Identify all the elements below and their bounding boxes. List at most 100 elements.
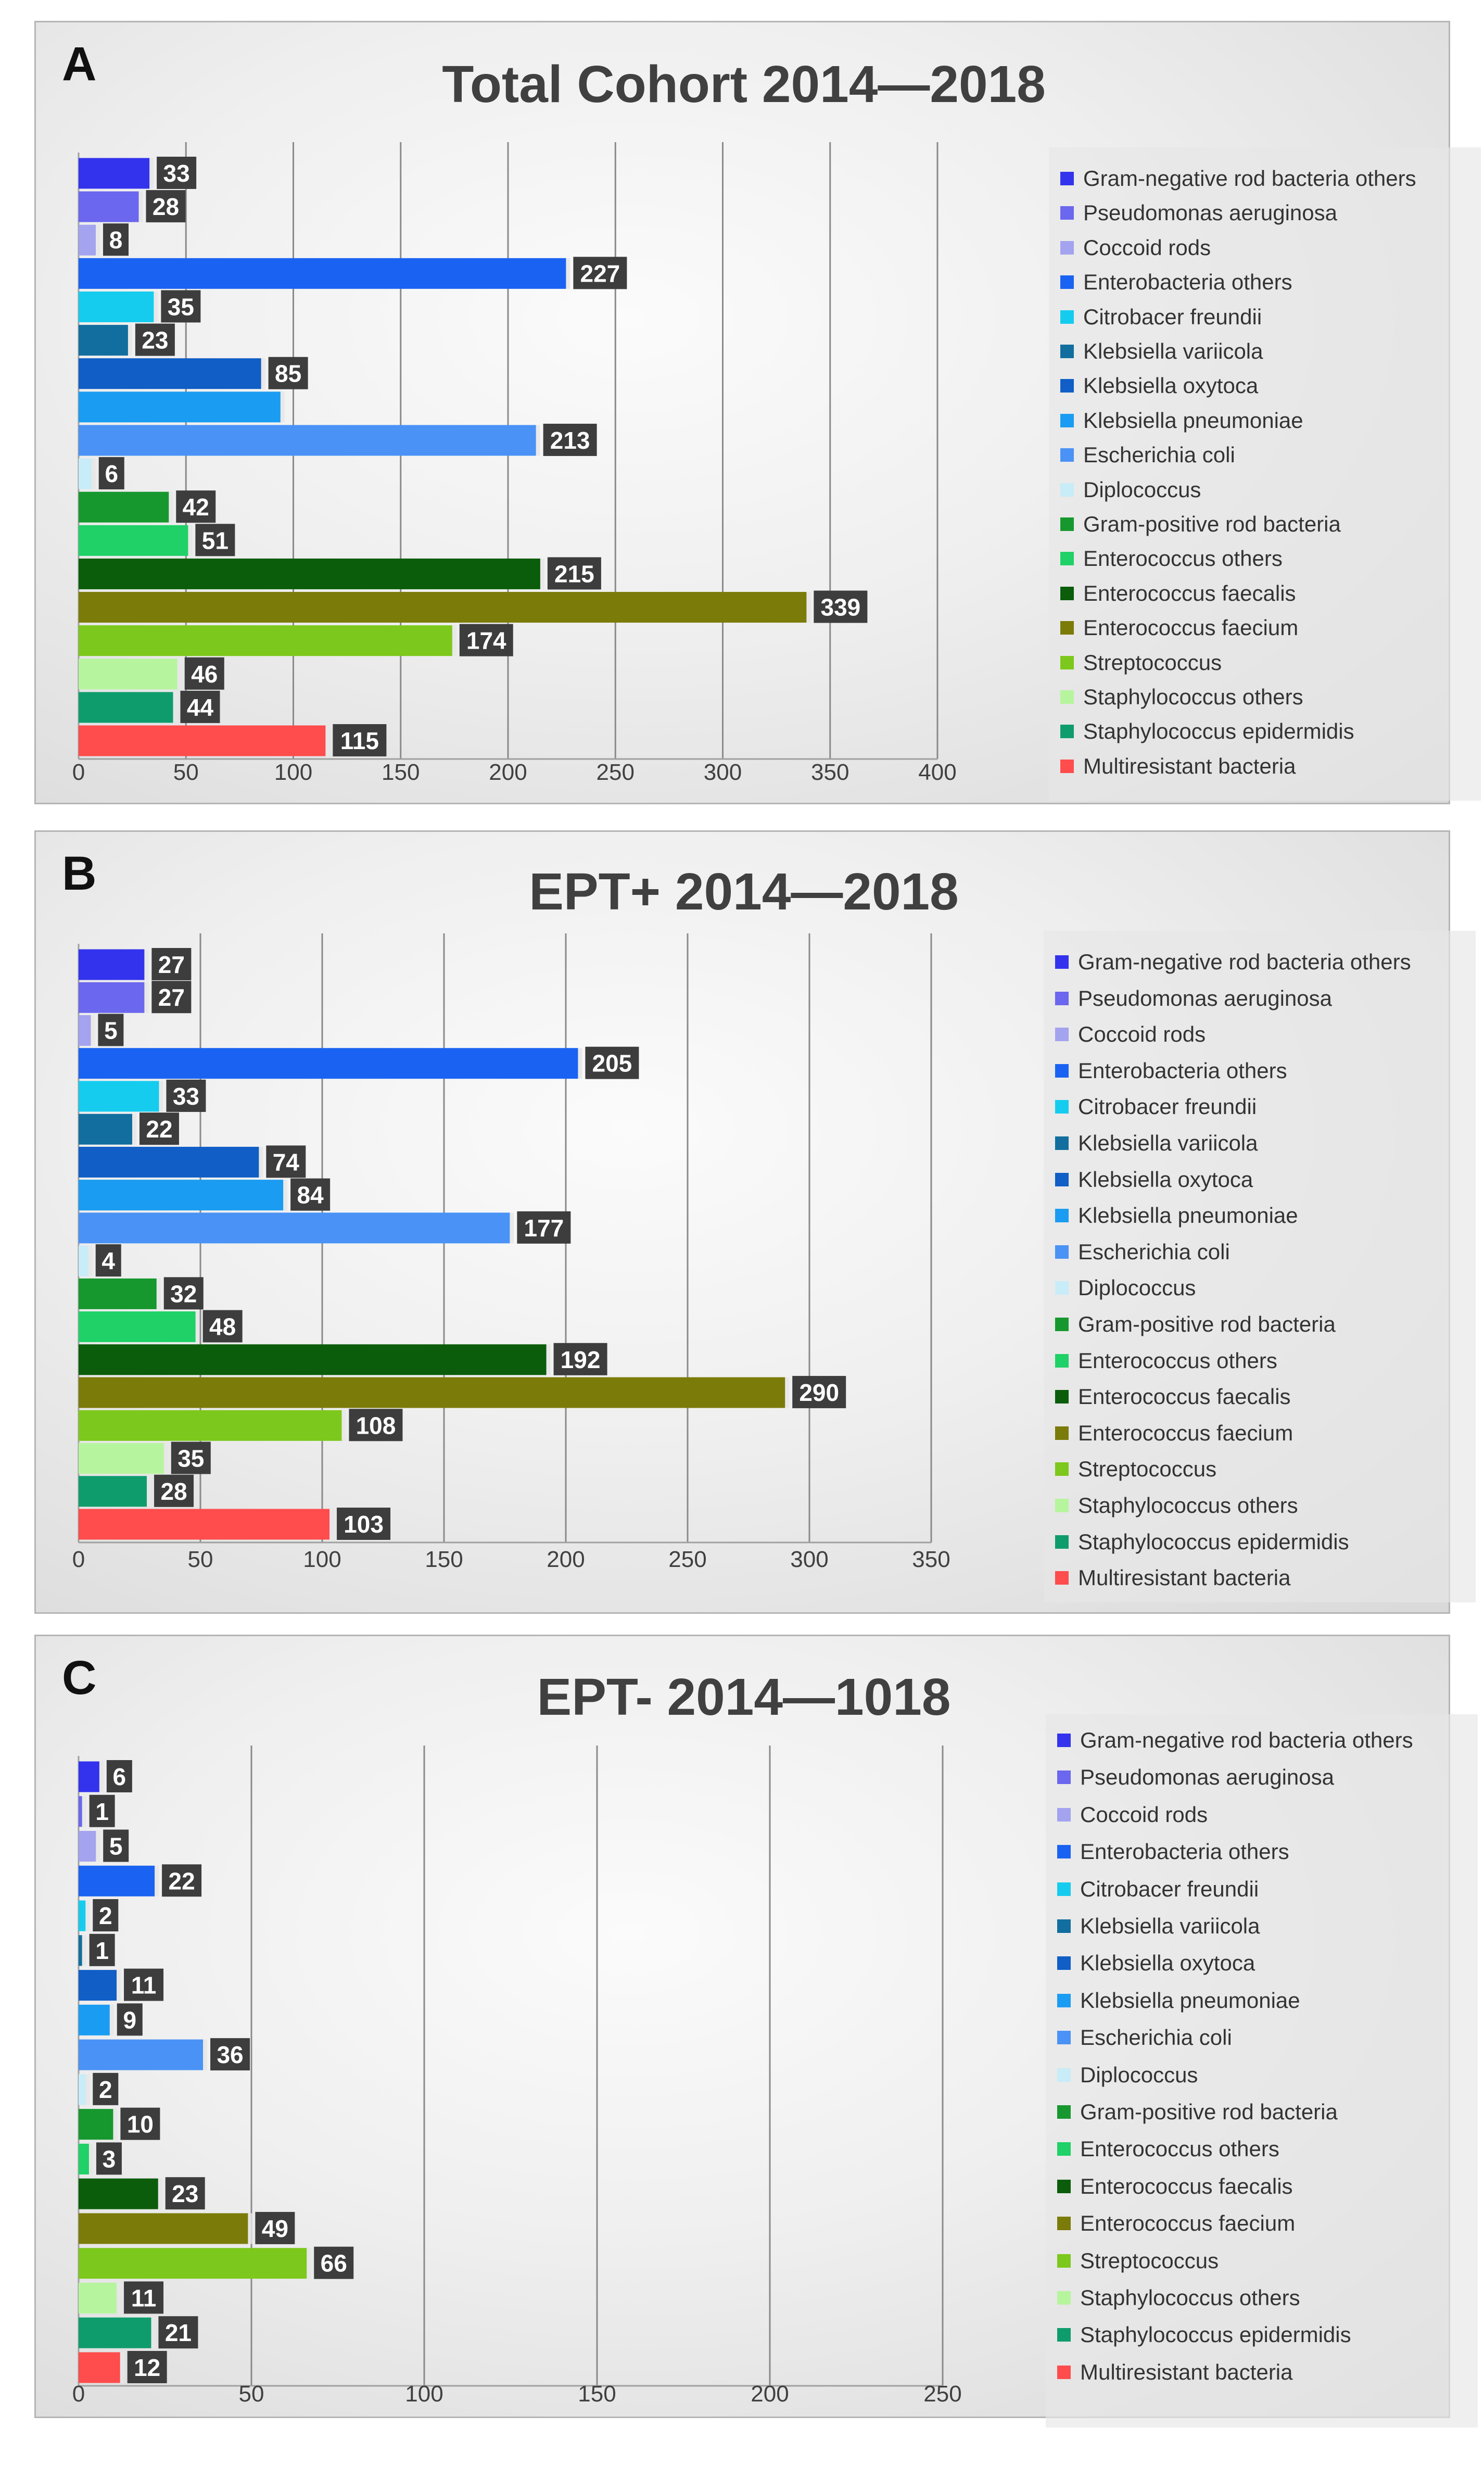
legend-label: Staphylococcus others xyxy=(1083,685,1303,709)
data-label: 227 xyxy=(580,260,620,287)
bar xyxy=(79,1476,147,1507)
data-label-box xyxy=(124,2281,164,2314)
legend-label: Enterococcus faecalis xyxy=(1080,2173,1293,2198)
data-label: 1 xyxy=(95,1937,109,1964)
data-label: 33 xyxy=(163,160,190,187)
legend-item: Multiresistant bacteria xyxy=(1057,2357,1293,2388)
legend-swatch xyxy=(1057,1845,1071,1859)
legend-swatch xyxy=(1060,275,1074,289)
bar xyxy=(79,2004,110,2035)
legend-label: Klebsiella pneumoniae xyxy=(1078,1203,1298,1228)
bar xyxy=(79,982,145,1013)
legend-swatch xyxy=(1060,413,1074,427)
bar-highlight xyxy=(158,1081,163,1112)
bar-highlight xyxy=(282,1180,288,1211)
data-label: 6 xyxy=(113,1763,126,1790)
data-label: 5 xyxy=(104,1017,118,1044)
data-label-box xyxy=(553,1343,607,1375)
legend-item: Streptococcus xyxy=(1060,647,1222,678)
legend-item: Coccoid rods xyxy=(1057,1799,1208,1830)
legend-item: Enterococcus faecalis xyxy=(1060,578,1296,609)
bar xyxy=(79,2074,86,2105)
data-label: 177 xyxy=(524,1215,564,1242)
legend: Gram-negative rod bacteria others Pseudom… xyxy=(1044,931,1476,1602)
data-label: 49 xyxy=(262,2215,288,2242)
data-label-box xyxy=(124,1968,164,2001)
bar xyxy=(79,291,154,322)
legend-label: Gram-negative rod bacteria others xyxy=(1083,166,1416,191)
data-label: 33 xyxy=(173,1083,199,1110)
data-label-box xyxy=(158,2316,198,2349)
bar-highlight xyxy=(87,2143,93,2174)
x-tick-label: 0 xyxy=(72,760,85,785)
data-label: 27 xyxy=(158,951,185,978)
legend-swatch xyxy=(1055,1064,1069,1078)
x-tick-label: 300 xyxy=(790,1547,828,1572)
bar xyxy=(79,1212,510,1244)
x-tick-label: 0 xyxy=(72,1547,85,1572)
bar xyxy=(79,625,452,656)
bar xyxy=(79,1509,330,1540)
data-label-box xyxy=(255,2211,295,2244)
data-label: 32 xyxy=(170,1280,197,1307)
legend-item: Enterobacteria others xyxy=(1060,267,1292,298)
legend-label: Enterococcus faecium xyxy=(1080,2211,1296,2236)
x-tick-label: 150 xyxy=(425,1547,463,1572)
legend-item: Klebsiella variicola xyxy=(1055,1128,1258,1159)
x-tick-label: 350 xyxy=(912,1547,950,1572)
legend-item: Klebsiella oxytoca xyxy=(1060,370,1258,401)
data-label: 192 xyxy=(561,1346,601,1373)
legend-label: Staphylococcus epidermidis xyxy=(1080,2322,1351,2347)
legend-label: Enterobacteria others xyxy=(1083,270,1292,295)
bar-highlight xyxy=(87,1245,93,1276)
legend-swatch xyxy=(1055,1172,1069,1186)
legend-label: Gram-positive rod bacteria xyxy=(1080,2100,1338,2124)
data-label: 23 xyxy=(142,327,168,354)
panel-letter: C xyxy=(62,1651,97,1704)
legend-item: Enterococcus faecium xyxy=(1057,2208,1295,2239)
bar xyxy=(79,1761,99,1792)
legend-label: Diplococcus xyxy=(1083,477,1201,502)
bar xyxy=(79,2109,113,2140)
legend-item: Klebsiella pneumoniae xyxy=(1057,1985,1300,2016)
data-label-box xyxy=(166,1079,206,1112)
legend-item: Escherichia coli xyxy=(1057,2022,1232,2053)
legend-swatch xyxy=(1055,1499,1069,1512)
legend-item: Klebsiella variicola xyxy=(1060,336,1263,367)
data-label: 6 xyxy=(105,460,118,487)
legend-swatch xyxy=(1055,1100,1069,1114)
data-label-box xyxy=(543,423,597,456)
panel-a: A Total Cohort 2014—2018 0 50 100 150 200 250… xyxy=(34,21,1481,804)
bar-highlight xyxy=(90,1015,95,1046)
legend-item: Enterococcus others xyxy=(1055,1345,1277,1376)
legend-swatch xyxy=(1055,1462,1069,1476)
legend-swatch xyxy=(1060,517,1074,531)
bar-highlight xyxy=(119,2352,124,2383)
data-label: 46 xyxy=(191,661,218,688)
legend-label: Escherichia coli xyxy=(1080,2025,1232,2050)
data-label-box xyxy=(290,1178,331,1211)
data-label-box xyxy=(139,1112,179,1145)
legend-swatch xyxy=(1057,1919,1071,1933)
legend-swatch xyxy=(1057,2217,1071,2231)
bar xyxy=(79,1831,96,1862)
data-label-box xyxy=(268,357,308,389)
bar-highlight xyxy=(112,2109,118,2140)
data-label: 27 xyxy=(158,984,185,1011)
legend-label: Diplococcus xyxy=(1080,2062,1198,2087)
legend-item: Klebsiella oxytoca xyxy=(1055,1164,1253,1195)
x-tick-label: 350 xyxy=(811,760,849,785)
legend-label: Multiresistant bacteria xyxy=(1083,753,1296,778)
legend-item: Enterococcus others xyxy=(1060,543,1283,574)
data-label: 21 xyxy=(165,2319,192,2346)
legend-item: Klebsiella oxytoca xyxy=(1057,1947,1255,1979)
data-label: 9 xyxy=(123,2006,136,2033)
bar xyxy=(79,391,281,423)
data-label: 66 xyxy=(321,2250,347,2277)
legend-item: Staphylococcus others xyxy=(1057,2282,1300,2313)
x-tick-label: 200 xyxy=(489,760,527,785)
data-label-box xyxy=(176,490,216,523)
data-label: 85 xyxy=(275,360,301,387)
bar xyxy=(79,1344,547,1375)
bar-highlight xyxy=(324,725,330,756)
